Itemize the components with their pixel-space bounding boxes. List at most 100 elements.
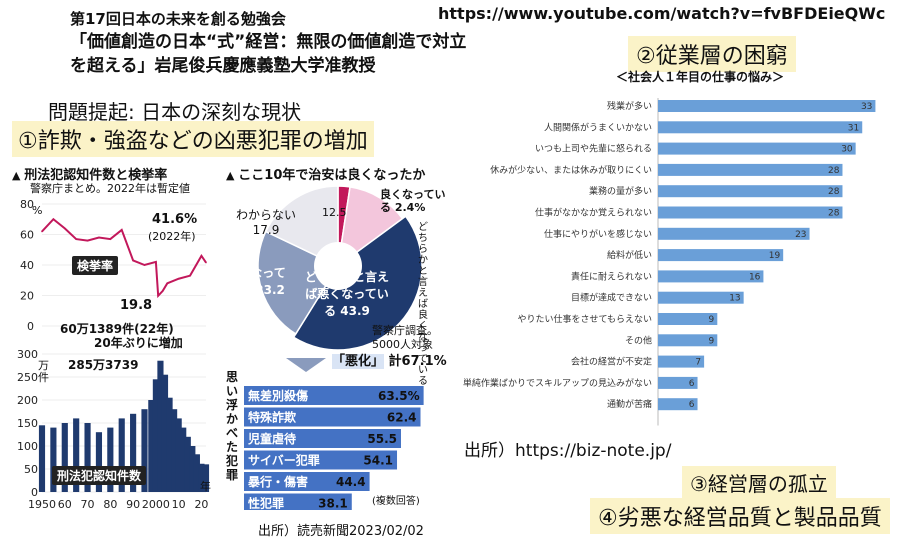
arrest-point (157, 295, 159, 297)
count-bar (107, 427, 114, 492)
count-xtick: 10 (172, 498, 186, 511)
crime-bar (244, 407, 421, 427)
worries-category: やりたい仕事をさせてもらえない (517, 313, 652, 325)
worries-chart-svg: 残業が多い 33 人間関係がうまくいかない 31 いつも上司や先輩に怒られる 30 休みが少… (463, 98, 876, 426)
count-bar (61, 423, 68, 492)
pie-label-worse: 悪くなっている 23.2 (226, 266, 286, 297)
count-xtick: 20 (194, 498, 208, 511)
worries-value: 13 (729, 294, 740, 304)
worries-value: 33 (861, 102, 872, 112)
problem-point-2: ②従業層の困窮 (628, 36, 796, 72)
newspaper-bullet-icon: ▲ (226, 169, 239, 182)
survey-note-1: 警察庁調査。 (372, 324, 438, 337)
arrest-point (200, 255, 203, 257)
problem-heading: 問題提起: 日本の深刻な現状 (48, 100, 302, 124)
count-ytick: 50 (24, 463, 38, 476)
count-bar (161, 374, 169, 492)
arrest-rate-2022-note: (2022年) (148, 230, 196, 243)
worries-category: 単純作業ばかりでスキルアップの見込みがない (463, 377, 652, 389)
worries-category: 通勤が苦痛 (607, 398, 652, 410)
count-xtick: 60 (58, 498, 72, 511)
crime-stats-subtitle: 警察庁まとめ。2022年は暫定値 (30, 182, 190, 195)
arrest-ytick: 20 (20, 290, 34, 303)
right-source: 出所）https://biz-note.jp/ (464, 441, 672, 461)
crime-bar-label: 児童虐待 (247, 431, 296, 446)
count-ytick: 300 (17, 348, 38, 361)
count-bar (189, 446, 196, 492)
worries-category: 会社の経営が不安定 (571, 356, 652, 368)
worries-value: 19 (769, 251, 781, 261)
worries-bar (658, 142, 856, 155)
count-xtick: 2000 (142, 498, 170, 511)
pie-chart-svg: 無差別殺傷 63.5% 特殊詐欺 62.4 児童虐待 55.5 サイバー犯罪 54.1 暴行・傷… (244, 185, 424, 510)
worries-bar (658, 313, 718, 325)
arrest-point (41, 230, 43, 233)
arrest-rate-unit: % (32, 204, 43, 217)
crime-bar-value: 54.1 (363, 454, 393, 468)
arrest-point (52, 218, 55, 221)
worries-value: 30 (841, 145, 853, 155)
crime-bar-label: 無差別殺傷 (248, 388, 308, 403)
crime-stats-clipping: ▲ 刑法犯認知件数と検挙率 警察庁まとめ。2022年は暫定値 0 20 40 60 80… (8, 160, 220, 520)
arrest-point (109, 238, 112, 240)
count-bar (38, 425, 46, 492)
youtube-url[interactable]: https://www.youtube.com/watch?v=fvBFDEie… (438, 4, 886, 23)
arrest-rate-label: 検挙率 (72, 256, 119, 275)
worries-category: 責任に耐えられない (571, 270, 652, 282)
count-xtick: 90 (126, 498, 140, 511)
count-ytick: 250 (17, 371, 38, 384)
count-bar (84, 423, 91, 492)
worries-bar (658, 163, 843, 176)
worries-category: その他 (625, 334, 652, 346)
problem-point-4: ④劣悪な経営品質と製品品質 (590, 498, 890, 534)
arrest-point (143, 264, 146, 266)
worries-value: 31 (848, 123, 859, 133)
worries-value: 28 (828, 209, 840, 219)
newspaper-bullet-icon: ▲ (12, 169, 25, 182)
worries-bar (658, 206, 843, 219)
lecture-title-line1: 「価値創造の日本“式”経営：無限の価値創造で対立 (70, 32, 467, 52)
arrest-point (205, 261, 207, 264)
worries-value: 16 (749, 272, 761, 282)
crime-bar-label: 暴行・傷害 (247, 474, 308, 489)
worries-bar (658, 100, 876, 112)
crime-bar (244, 450, 398, 470)
worries-bar (658, 291, 744, 304)
crime-bars-title: 思い浮かべた犯罪 (226, 370, 239, 482)
worries-category: 目標が達成できない (571, 292, 652, 304)
count-ytick: 100 (17, 440, 38, 453)
count-latest-note: 20年ぶりに増加 (94, 336, 183, 350)
worries-value: 23 (795, 230, 806, 240)
pie-hole (314, 242, 362, 290)
worries-value: 9 (709, 336, 715, 346)
worries-value: 28 (828, 166, 840, 176)
worries-bar (658, 249, 784, 262)
arrest-point (161, 290, 164, 292)
pie-label-somewhat-better: 12.5 (322, 206, 347, 219)
count-bar (152, 379, 159, 492)
count-bar (157, 360, 164, 492)
count-ytick: 200 (17, 394, 38, 407)
crime-bar (244, 472, 370, 491)
count-bar (171, 409, 178, 492)
count-bar (95, 432, 103, 492)
count-xtick: 80 (103, 498, 117, 511)
worries-value: 28 (828, 187, 840, 197)
crime-bar (244, 429, 401, 448)
year-axis-label: 年 (200, 480, 211, 493)
crime-bar-value: 62.4 (387, 411, 417, 425)
count-ytick: 150 (17, 417, 38, 430)
survey-note-2: 5000人対象 (372, 338, 433, 351)
arrest-point (189, 274, 191, 277)
pie-label-somewhat-worse: どちらかと言えば悪くなっている 43.9 (304, 270, 389, 318)
count-bar (175, 418, 182, 492)
pie-side-label: どちらかと言えば良くなっている (418, 222, 428, 387)
count-xtick: 70 (81, 498, 95, 511)
crime-bars-note: (複数回答) (372, 496, 420, 507)
crime-bar-value: 44.4 (336, 475, 366, 489)
worries-category: 業務の量が多い (589, 185, 652, 197)
count-bar (193, 454, 200, 492)
count-latest-label: 60万1389件(22年) (60, 322, 174, 336)
pie-slice (336, 186, 404, 268)
count-bar (130, 413, 137, 492)
